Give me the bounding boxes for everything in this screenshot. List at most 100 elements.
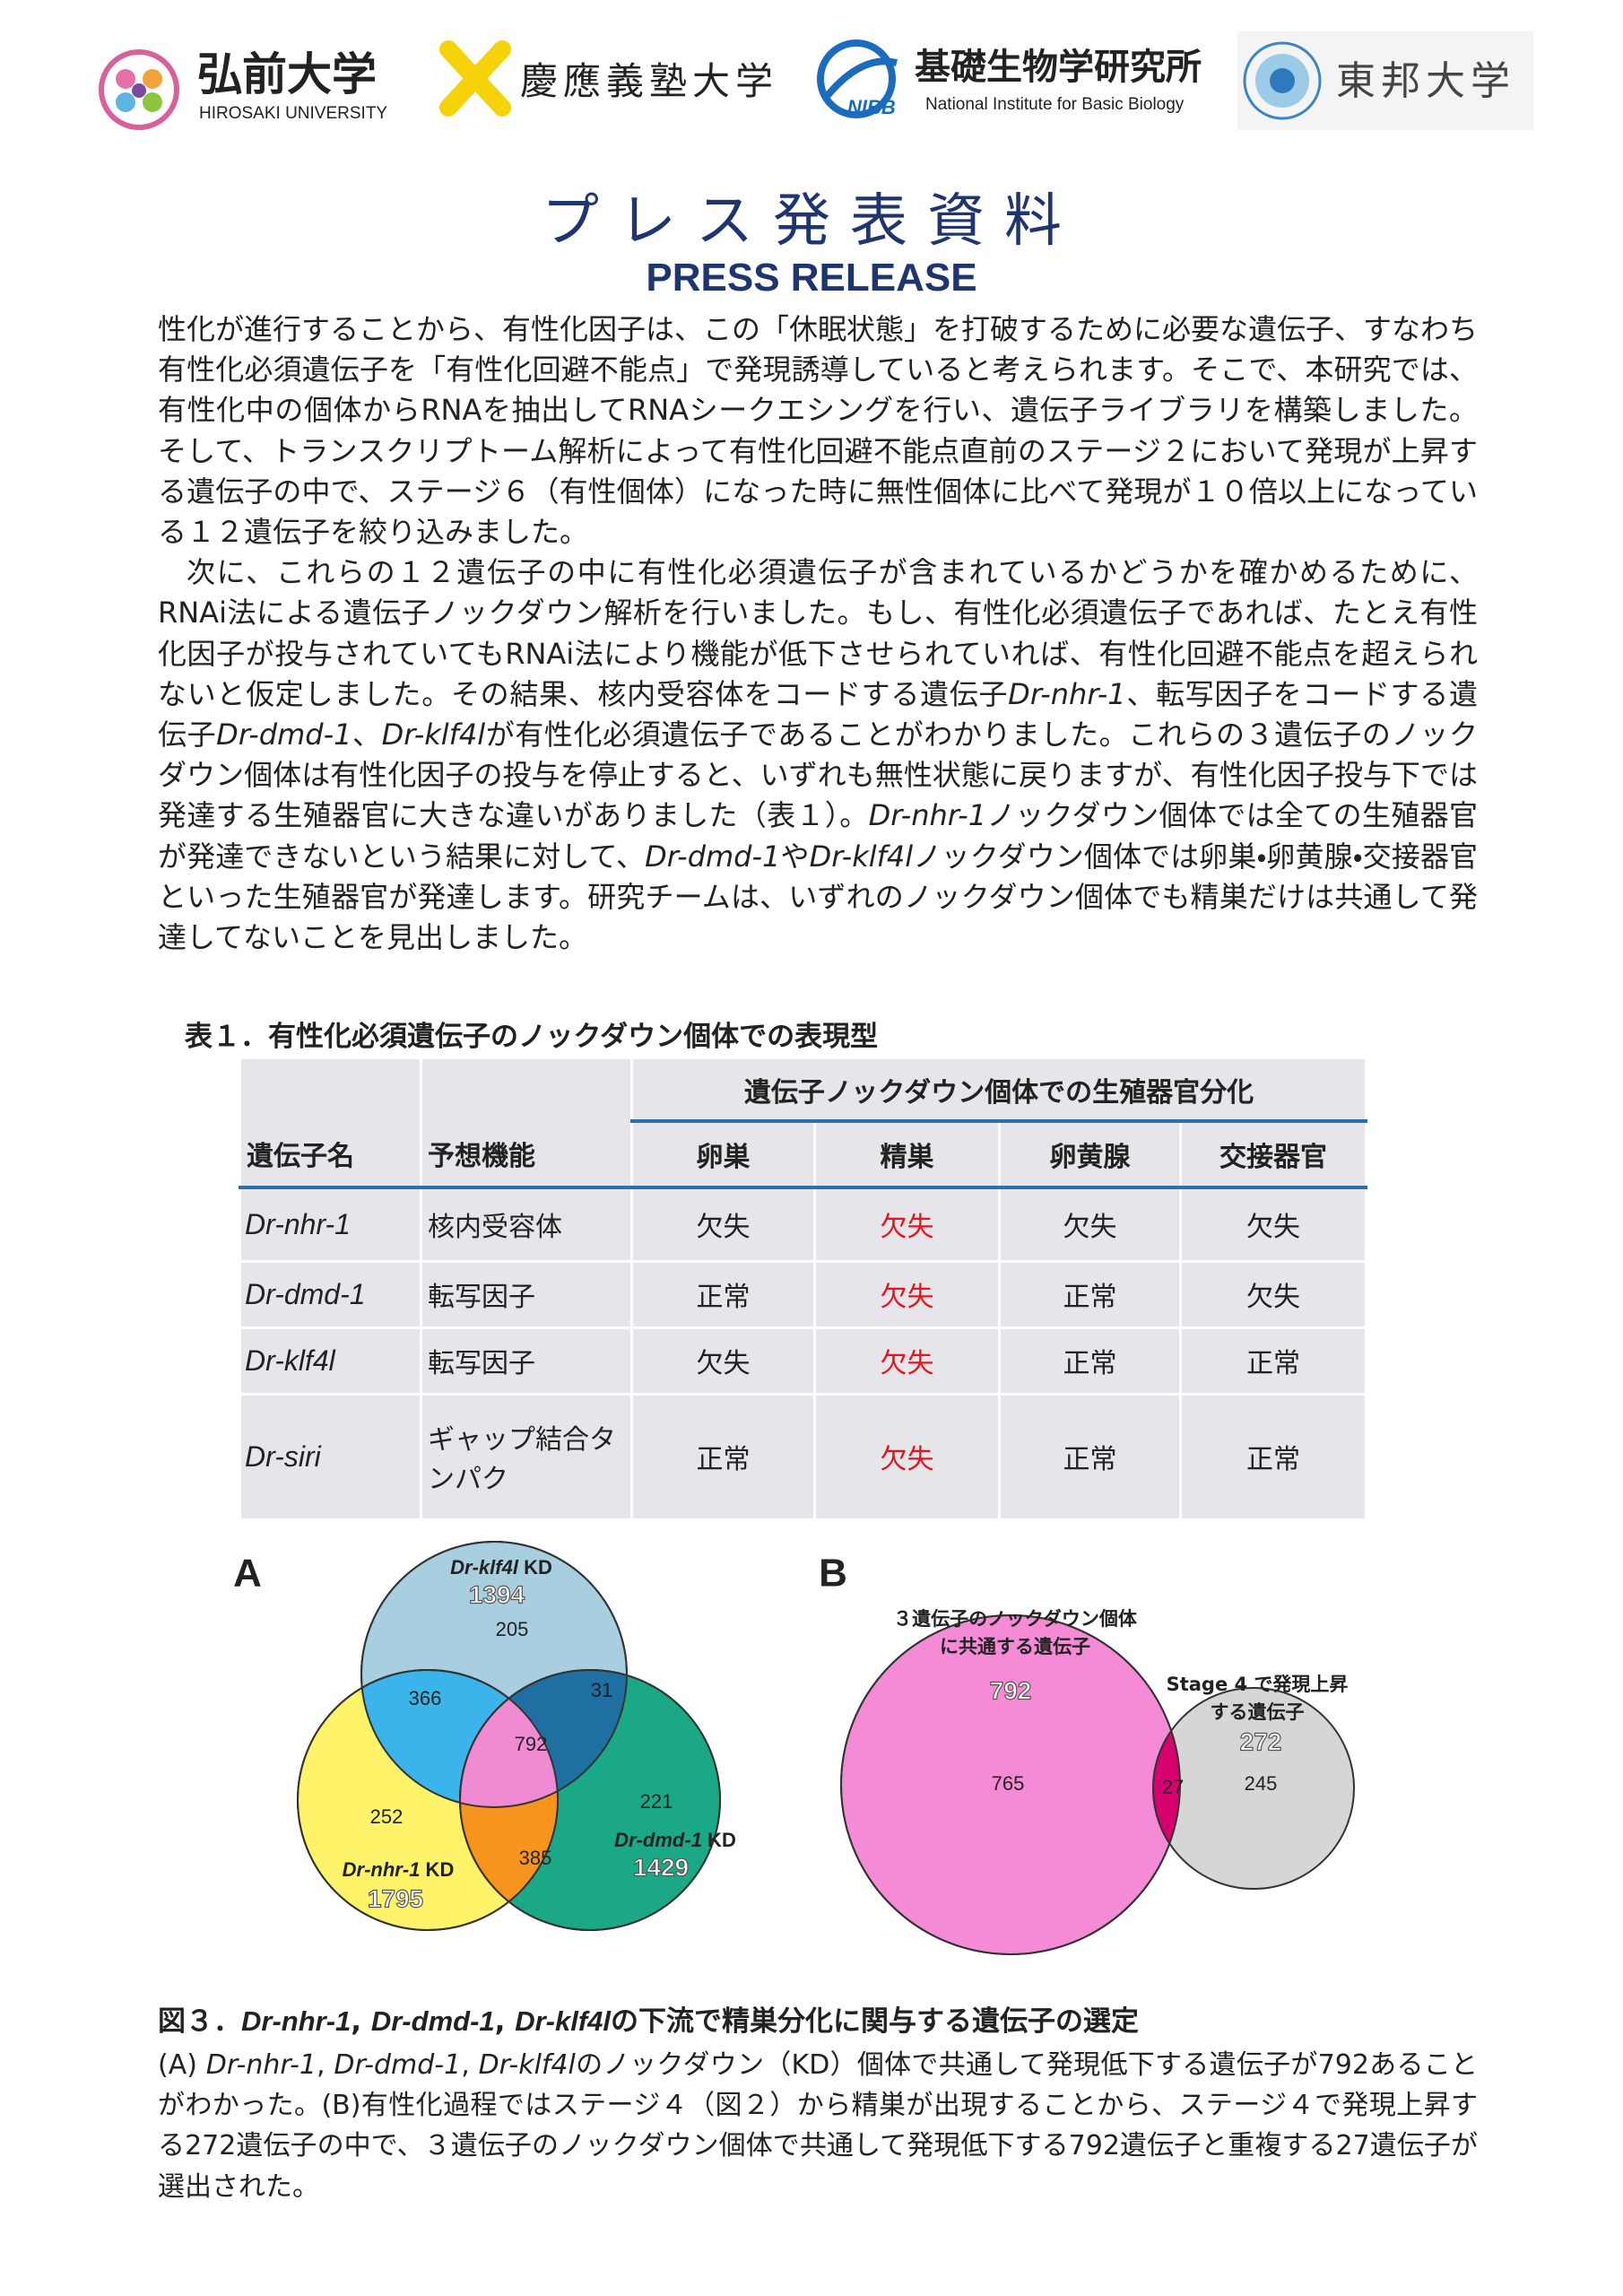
table-cell: 核内受容体	[420, 1187, 633, 1263]
logo-sub: National Institute for Basic Biology	[925, 95, 1185, 114]
paragraph: 性化が進行することから、有性化因子は、この「休眠状態」を打破するために必要な遺伝…	[158, 309, 1478, 552]
table-cell: 正常	[630, 1394, 816, 1521]
gene-name: Dr-dmd-1	[614, 1829, 702, 1851]
region-count: 27	[1162, 1776, 1184, 1798]
table-cell: 欠失	[813, 1327, 1001, 1396]
table-cell: 正常	[630, 1261, 816, 1329]
column-header: 卵巣	[630, 1121, 816, 1189]
panel-label: B	[819, 1552, 847, 1596]
region-count: 31	[591, 1679, 612, 1701]
region-count: 245	[1245, 1772, 1278, 1795]
text-run: のノックダウン（KD）個体で共通して発現低下する遺伝子が792あることがわかった…	[158, 2049, 1479, 2203]
set-total: 1429	[633, 1853, 689, 1881]
table-cell: Dr-siri	[239, 1394, 422, 1521]
text-run: 性化が進行することから、有性化因子は、この「休眠状態」を打破するために必要な遺伝…	[158, 312, 1479, 550]
text-run: ,	[351, 2005, 371, 2038]
set-name: Stage 4 で発現上昇	[1167, 1674, 1349, 1695]
text-run: 、	[352, 718, 382, 752]
table-cell: 欠失	[813, 1261, 1001, 1329]
set-total: 792	[990, 1676, 1032, 1704]
set-name: に共通する遺伝子	[940, 1636, 1090, 1657]
gene-name: Dr-klf4l	[515, 2005, 612, 2037]
column-header: 予想機能	[420, 1121, 633, 1189]
table-cell: 正常	[1178, 1394, 1368, 1521]
table-cell: 欠失	[1178, 1261, 1368, 1329]
gene-name: Dr-nhr-1	[205, 2049, 317, 2081]
table-cell: 転写因子	[420, 1261, 633, 1329]
logo-sub: HIROSAKI UNIVERSITY	[199, 104, 387, 123]
venn-b	[840, 1614, 1355, 1955]
column-header: 遺伝子名	[239, 1121, 422, 1189]
gene-name: Dr-dmd-1	[370, 2005, 495, 2037]
region-count: 792	[515, 1733, 548, 1755]
table-cell: 欠失	[813, 1394, 1001, 1521]
set-total: 1394	[469, 1580, 525, 1608]
text-run: ,	[461, 2049, 479, 2081]
gene-name: Dr-klf4l	[809, 839, 914, 874]
gene-name: Dr-klf4l	[450, 1556, 519, 1578]
table-cell: Dr-dmd-1	[239, 1261, 422, 1329]
logo-name: 慶應義塾大学	[520, 59, 778, 103]
header-row: 遺伝子ノックダウン個体での生殖器官分化	[239, 1059, 1368, 1123]
table-cell: 欠失	[630, 1187, 816, 1263]
table-cell: ギャップ結合タンパク	[420, 1394, 633, 1521]
table-cell: Dr-klf4l	[239, 1327, 422, 1396]
set-name: Dr-dmd-1 KD	[614, 1829, 736, 1851]
table-row: Dr-nhr-1 核内受容体 欠失 欠失 欠失 欠失	[239, 1187, 1368, 1263]
set-name: ３遺伝子のノックダウン個体	[893, 1608, 1138, 1630]
table-cell: 欠失	[630, 1327, 816, 1396]
keio-logo: 慶應義塾大学	[439, 40, 778, 117]
logo-mark: NIBB	[847, 96, 896, 118]
text-run: や	[780, 839, 810, 874]
hirosaki-logo: 弘前大学 HIROSAKI UNIVERSITY	[99, 48, 387, 130]
table-cell: 転写因子	[420, 1327, 633, 1396]
text-run: 次に、これらの１２遺伝子の中に有性化必須遺伝子が含まれているかどうかを確かめるた…	[158, 555, 1478, 711]
text-run: ,	[494, 2005, 516, 2038]
table-cell: 正常	[998, 1394, 1182, 1521]
region-count: 765	[992, 1772, 1025, 1795]
subtitle: PRESS RELEASE	[646, 256, 977, 300]
table-cell: 正常	[998, 1327, 1182, 1396]
column-header: 精巣	[813, 1121, 1001, 1189]
header-row: 遺伝子名 予想機能 卵巣 精巣 卵黄腺 交接器官	[239, 1121, 1368, 1189]
region-count: 385	[519, 1847, 552, 1869]
gene-name: Dr-nhr-1	[868, 798, 987, 833]
gene-name: Dr-nhr-1	[343, 1858, 421, 1881]
paragraph: 次に、これらの１２遺伝子の中に有性化必須遺伝子が含まれているかどうかを確かめるた…	[158, 552, 1478, 958]
text-run: ,	[317, 2049, 334, 2081]
region-count: 221	[640, 1790, 673, 1813]
gene-name: Dr-dmd-1	[645, 839, 781, 874]
text-run: の下流で精巣分化に関与する遺伝子の選定	[611, 2005, 1140, 2038]
gene-name: Dr-nhr-1	[241, 2005, 352, 2037]
phenotype-table: 遺伝子ノックダウン個体での生殖器官分化 遺伝子名 予想機能 卵巣 精巣 卵黄腺 交接器官 Dr…	[239, 1059, 1368, 1521]
logo-name: 基礎生物学研究所	[915, 47, 1202, 88]
table-cell: 正常	[998, 1261, 1182, 1329]
table-cell: Dr-nhr-1	[239, 1187, 422, 1263]
text-run: KD	[518, 1556, 552, 1578]
gene-name: Dr-klf4l	[478, 2049, 576, 2081]
text-run: ノックダウン個体では卵巣・卵黄腺・交接器官といった生殖器官が発達します。研究チー…	[158, 839, 1478, 955]
set-name: Dr-klf4l KD	[450, 1556, 552, 1578]
table-row: Dr-dmd-1 転写因子 正常 欠失 正常 欠失	[239, 1261, 1368, 1329]
text-run: 、転写因子をコードする遺伝子	[158, 676, 1478, 752]
logo-name: 東邦大学	[1336, 58, 1515, 104]
region-count: 366	[409, 1687, 442, 1709]
table-cell: 欠失	[813, 1187, 1001, 1263]
logo-name: 弘前大学	[197, 48, 377, 100]
set-name: Dr-nhr-1 KD	[343, 1858, 455, 1881]
body-text: 性化が進行することから、有性化因子は、この「休眠状態」を打破するために必要な遺伝…	[158, 309, 1478, 958]
table-caption: 表１．有性化必須遺伝子のノックダウン個体での表現型	[185, 1021, 879, 1053]
table-row: Dr-siri ギャップ結合タンパク 正常 欠失 正常 正常	[239, 1394, 1368, 1521]
figure-caption-text: (A) Dr-nhr-1, Dr-dmd-1, Dr-klf4lのノックダウン（…	[158, 2045, 1478, 2207]
set-total: 1795	[368, 1884, 423, 1912]
text-run: KD	[702, 1829, 736, 1851]
table-row: Dr-klf4l 転写因子 欠失 欠失 正常 正常	[239, 1327, 1368, 1396]
text-run: が有性化必須遺伝子であることがわかりました。これらの３遺伝子のノックダウン個体は…	[158, 718, 1478, 833]
nibb-logo: NIBB 基礎生物学研究所 National Institute for Bas…	[817, 39, 1202, 118]
region-count: 205	[496, 1618, 529, 1640]
gene-name: Dr-klf4l	[381, 718, 486, 752]
table-cell: 欠失	[998, 1187, 1182, 1263]
text-run: ノックダウン個体では全ての生殖器官が発達できないという結果に対して、	[158, 798, 1478, 874]
group-header: 遺伝子ノックダウン個体での生殖器官分化	[629, 1059, 1368, 1123]
